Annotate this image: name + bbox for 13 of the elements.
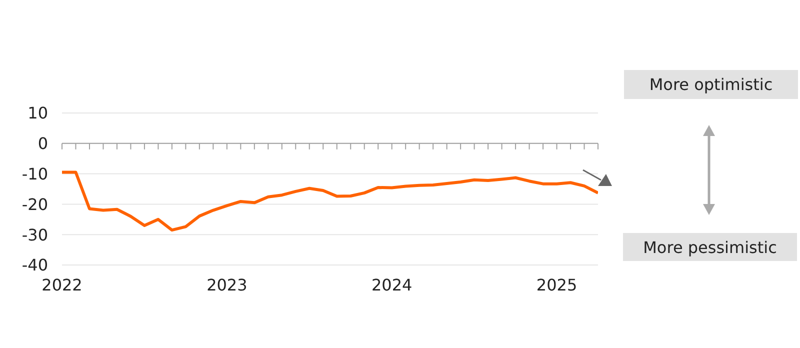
x-tick-label: 2025: [536, 275, 578, 294]
x-tick-label: 2022: [42, 275, 82, 294]
y-tick-label: 0: [38, 134, 48, 154]
text: More optimistic: [624, 70, 798, 99]
x-tick-label: 2023: [206, 275, 248, 294]
text: More pessimistic: [623, 233, 797, 261]
line-series: [62, 170, 598, 232]
y-tick-label: -30: [22, 225, 48, 244]
x-tick-label: 2024: [371, 275, 412, 294]
y-tick-label: -10: [22, 164, 48, 184]
y-tick-label: -20: [22, 194, 48, 214]
y-tick-label: 10: [28, 104, 48, 123]
y-tick-label: -40: [22, 256, 48, 275]
